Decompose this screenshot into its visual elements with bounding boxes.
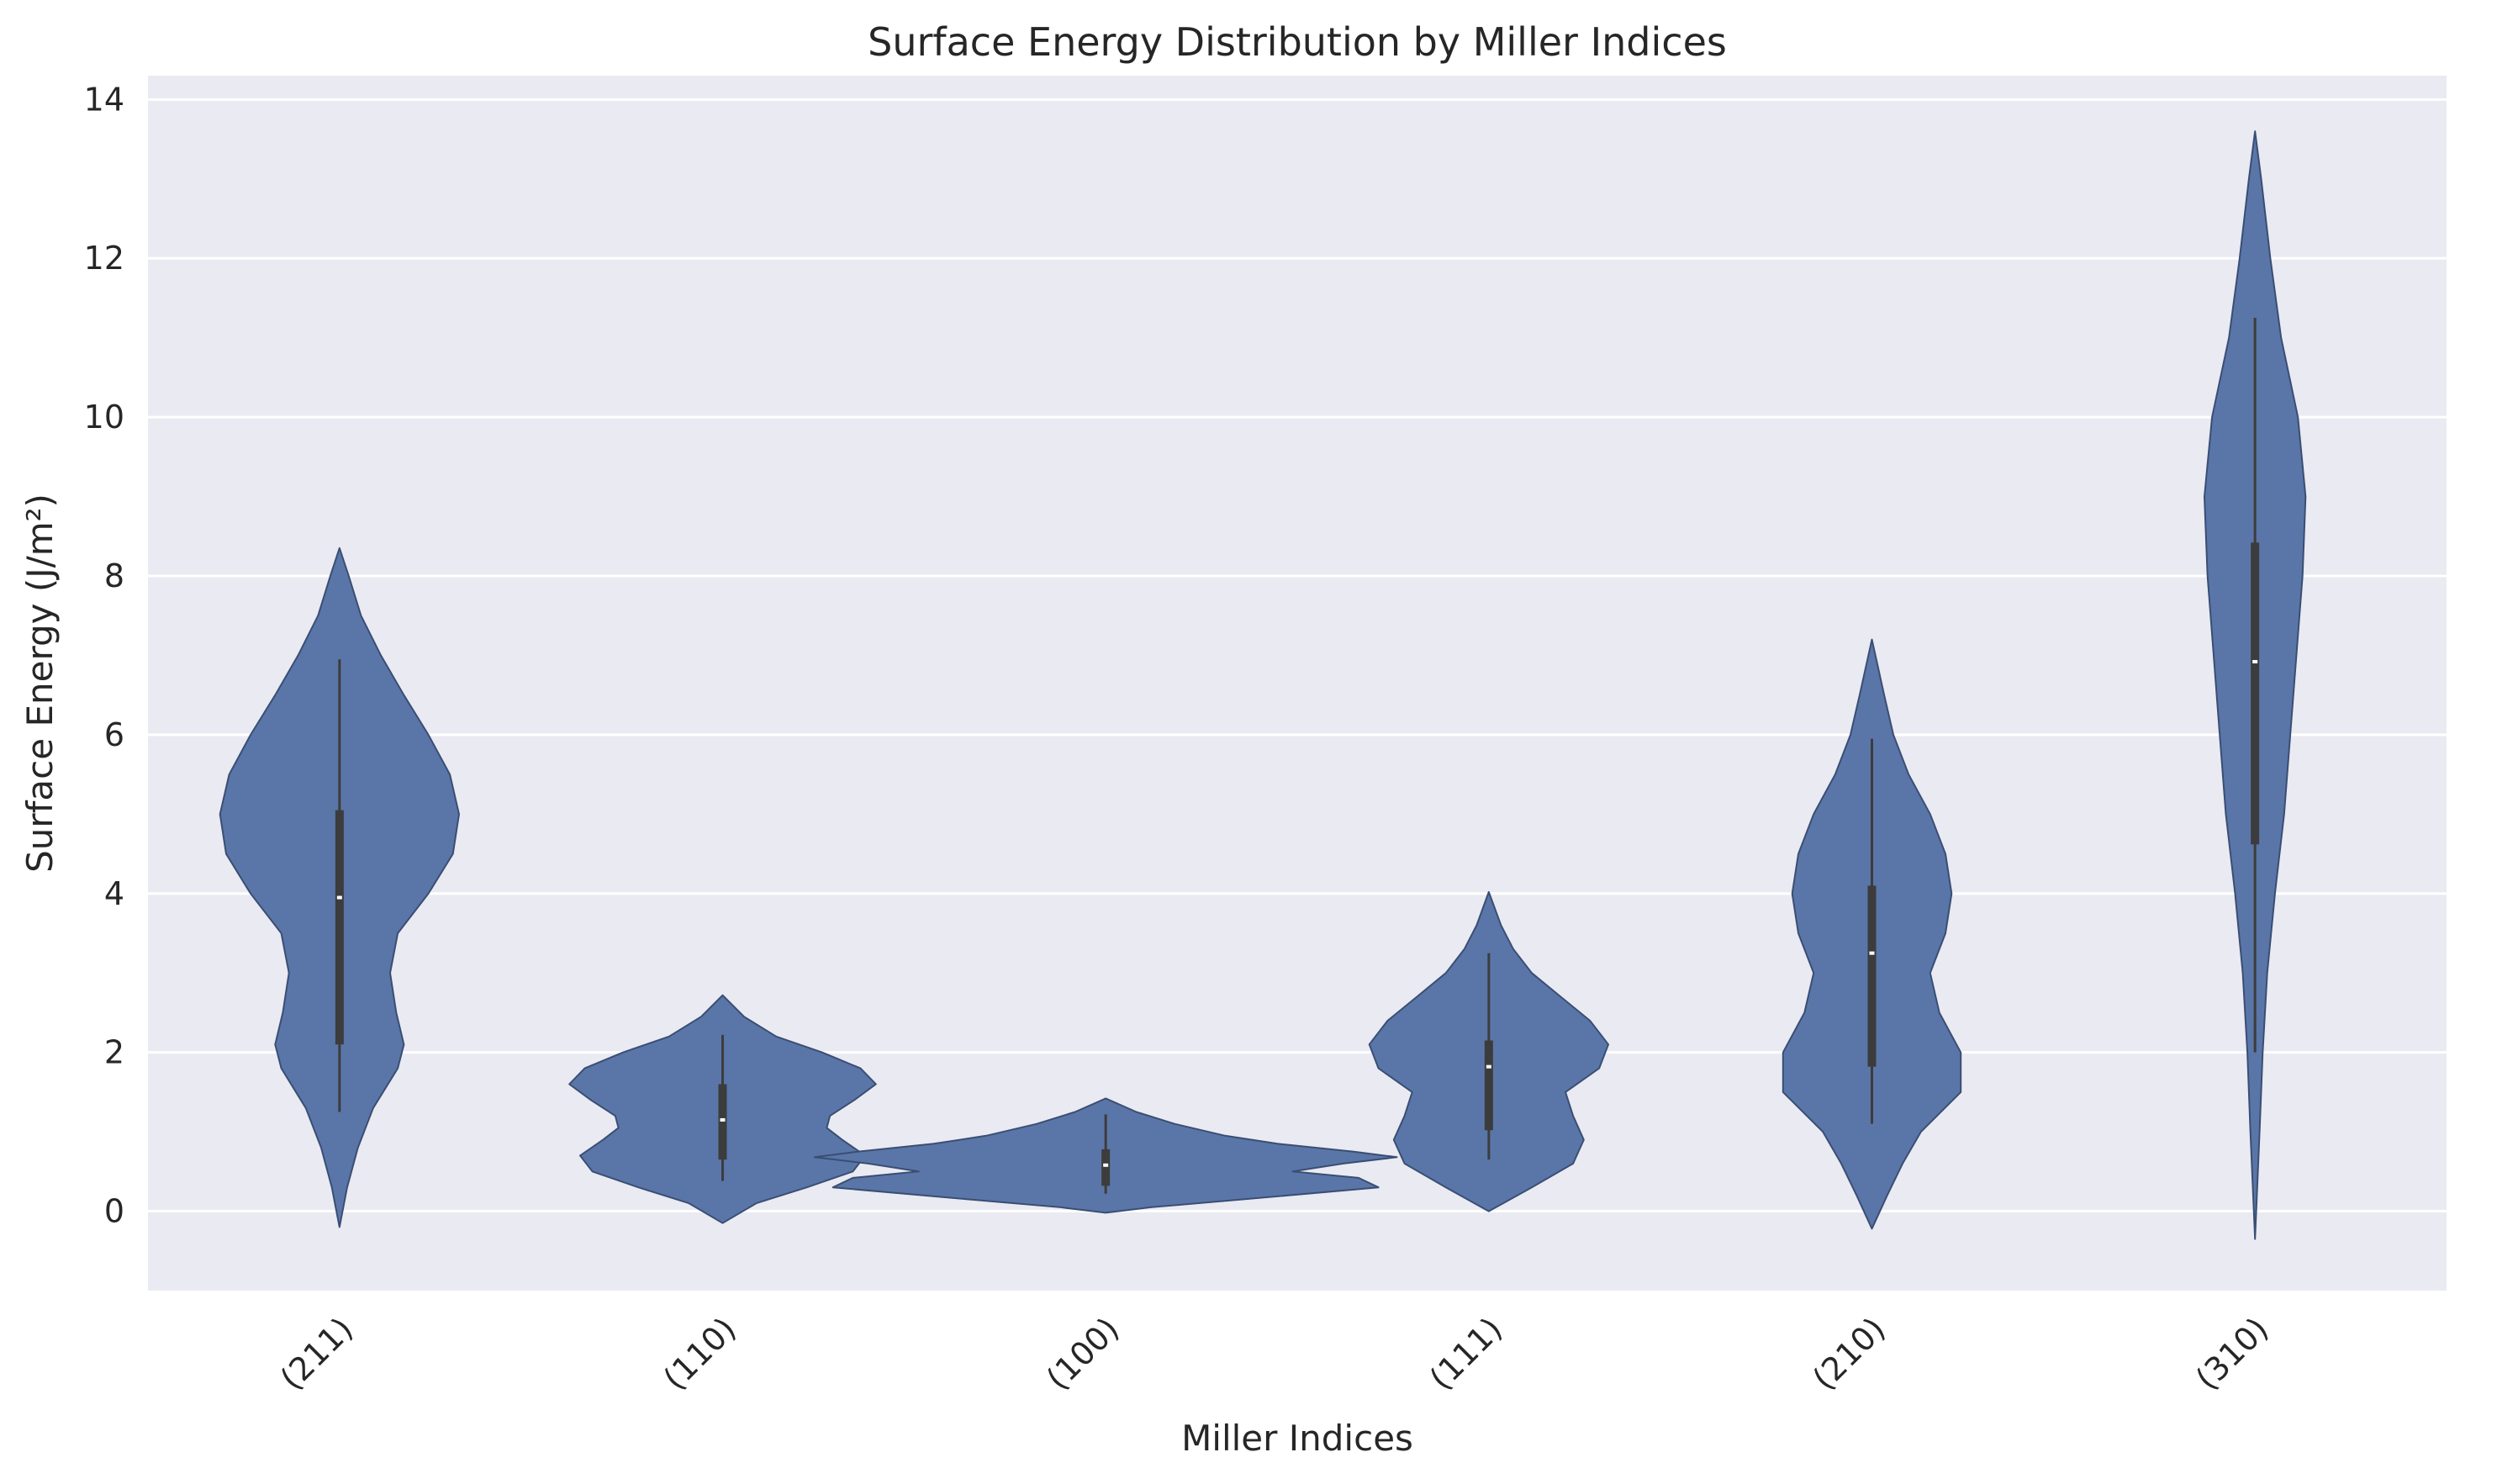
violin-median-mark [2252,660,2258,663]
violin-iqr-box [718,1084,727,1160]
x-tick-label: (210) [1805,1310,1892,1397]
violin-iqr-box [1101,1149,1111,1186]
violin-iqr-box [1867,885,1877,1067]
y-tick-label: 2 [104,1034,124,1071]
chart-title: Surface Energy Distribution by Miller In… [868,19,1727,65]
x-tick-label: (100) [1039,1310,1126,1397]
violins [219,130,2307,1240]
y-tick-label: 0 [104,1193,124,1230]
violin-median-mark [336,895,342,900]
violin-iqr-box [335,810,344,1045]
y-axis-label: Surface Energy (J/m²) [19,494,61,873]
y-tick-label: 8 [104,557,124,594]
violin-iqr-box [2251,542,2260,845]
x-tick-label: (310) [2188,1310,2275,1397]
y-axis-ticks: 0 2 4 6 8 10 12 14 [84,81,124,1229]
x-tick-label: (211) [273,1310,360,1397]
violin-median-mark [1103,1163,1109,1167]
x-tick-label: (110) [656,1310,742,1397]
violin-median-mark [1869,951,1875,955]
y-tick-label: 10 [84,399,124,436]
violin-median-mark [1486,1064,1491,1069]
y-tick-label: 6 [104,716,124,753]
violin-median-mark [720,1117,726,1122]
plot-area [148,76,2447,1291]
violin-iqr-box [1484,1040,1493,1131]
y-tick-label: 4 [104,875,124,912]
grid-lines [148,98,2447,1213]
x-tick-label: (111) [1423,1310,1509,1397]
y-tick-label: 14 [84,81,124,118]
y-tick-label: 12 [84,240,124,277]
x-axis-label: Miller Indices [1181,1418,1413,1459]
x-axis-ticks: (211) (110) (100) (111) (210) (310) [273,1310,2276,1397]
